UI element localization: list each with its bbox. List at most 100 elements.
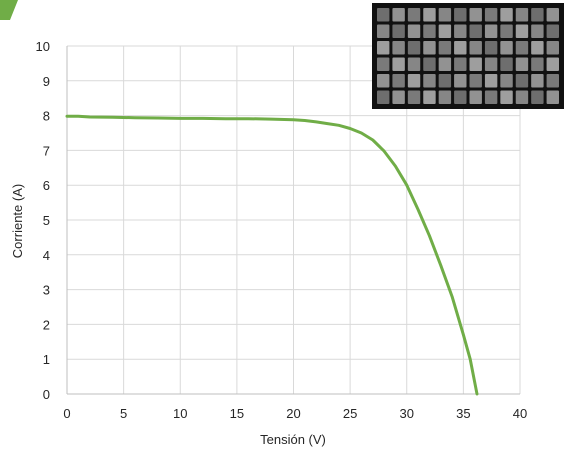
module-cell (377, 24, 390, 38)
module-cell (377, 90, 390, 104)
module-cell (469, 74, 482, 88)
x-tick-label: 35 (456, 406, 470, 421)
module-cell (407, 74, 421, 88)
x-tick-label: 10 (173, 406, 187, 421)
module-cell (423, 41, 436, 55)
module-el-image (372, 3, 564, 109)
module-cell (438, 24, 452, 38)
module-cell (377, 8, 390, 22)
module-cell (469, 90, 482, 104)
y-tick-labels: 0 1 2 3 4 5 6 7 8 9 10 (36, 39, 50, 402)
module-cell (438, 8, 452, 22)
y-tick-label: 2 (43, 317, 50, 332)
module-cell (546, 24, 559, 38)
x-tick-label: 25 (343, 406, 357, 421)
module-cell (484, 74, 498, 88)
module-cell (515, 57, 529, 71)
x-tick-labels: 0 5 10 15 20 25 30 35 40 (63, 406, 527, 421)
module-cell (546, 74, 559, 88)
module-cell (500, 74, 513, 88)
module-cell (469, 57, 482, 71)
x-tick-label: 0 (63, 406, 70, 421)
module-cell (546, 41, 559, 55)
x-axis-title: Tensión (V) (260, 432, 326, 447)
module-cell (546, 8, 559, 22)
module-cell (392, 57, 405, 71)
x-tick-label: 40 (513, 406, 527, 421)
y-tick-label: 9 (43, 74, 50, 89)
y-tick-label: 4 (43, 248, 50, 263)
module-cell (454, 74, 467, 88)
module-cell (484, 41, 498, 55)
y-tick-label: 0 (43, 387, 50, 402)
y-tick-label: 8 (43, 109, 50, 124)
module-cell (377, 57, 390, 71)
module-cell (392, 74, 405, 88)
module-cell (438, 90, 452, 104)
module-cell (423, 24, 436, 38)
module-cell (484, 24, 498, 38)
module-cell (392, 41, 405, 55)
module-cell (454, 8, 467, 22)
module-cell (469, 24, 482, 38)
module-cell (454, 57, 467, 71)
module-cell (407, 41, 421, 55)
series-layer (65, 114, 479, 396)
module-cell (531, 41, 544, 55)
module-cell (407, 90, 421, 104)
module-cell (438, 57, 452, 71)
module-cell (438, 41, 452, 55)
module-cell (423, 74, 436, 88)
y-axis-title: Corriente (A) (10, 184, 25, 258)
module-cell (531, 24, 544, 38)
y-tick-label: 7 (43, 143, 50, 158)
module-cell (500, 24, 513, 38)
axes (66, 46, 520, 395)
module-cell (469, 41, 482, 55)
module-cell (392, 24, 405, 38)
x-tick-label: 20 (286, 406, 300, 421)
module-cell (423, 57, 436, 71)
module-cell (484, 57, 498, 71)
module-cell (500, 8, 513, 22)
module-cell (438, 74, 452, 88)
module-cell (500, 57, 513, 71)
module-cell (531, 8, 544, 22)
module-cell (515, 41, 529, 55)
y-tick-label: 3 (43, 283, 50, 298)
corner-tab-decoration (0, 0, 18, 20)
module-cell (515, 24, 529, 38)
module-cell (484, 8, 498, 22)
module-cell (423, 8, 436, 22)
module-cell (500, 41, 513, 55)
module-cell (407, 57, 421, 71)
module-cell (454, 24, 467, 38)
module-cell (469, 8, 482, 22)
module-cell (531, 74, 544, 88)
y-tick-label: 1 (43, 352, 50, 367)
x-tick-label: 15 (230, 406, 244, 421)
y-tick-label: 10 (36, 39, 50, 54)
module-cell (531, 57, 544, 71)
module-cell (454, 90, 467, 104)
y-tick-label: 6 (43, 178, 50, 193)
module-cell (484, 90, 498, 104)
y-tick-label: 5 (43, 213, 50, 228)
module-cell (546, 57, 559, 71)
module-cell (500, 90, 513, 104)
module-cell (515, 8, 529, 22)
module-cell (392, 90, 405, 104)
module-cell (531, 90, 544, 104)
module-cell (377, 74, 390, 88)
module-cell (546, 90, 559, 104)
series-line (65, 114, 479, 396)
module-cell (454, 41, 467, 55)
module-cell (392, 8, 405, 22)
module-cell (515, 74, 529, 88)
module-cell (423, 90, 436, 104)
module-cell (407, 24, 421, 38)
x-tick-label: 5 (120, 406, 127, 421)
module-cell (515, 90, 529, 104)
